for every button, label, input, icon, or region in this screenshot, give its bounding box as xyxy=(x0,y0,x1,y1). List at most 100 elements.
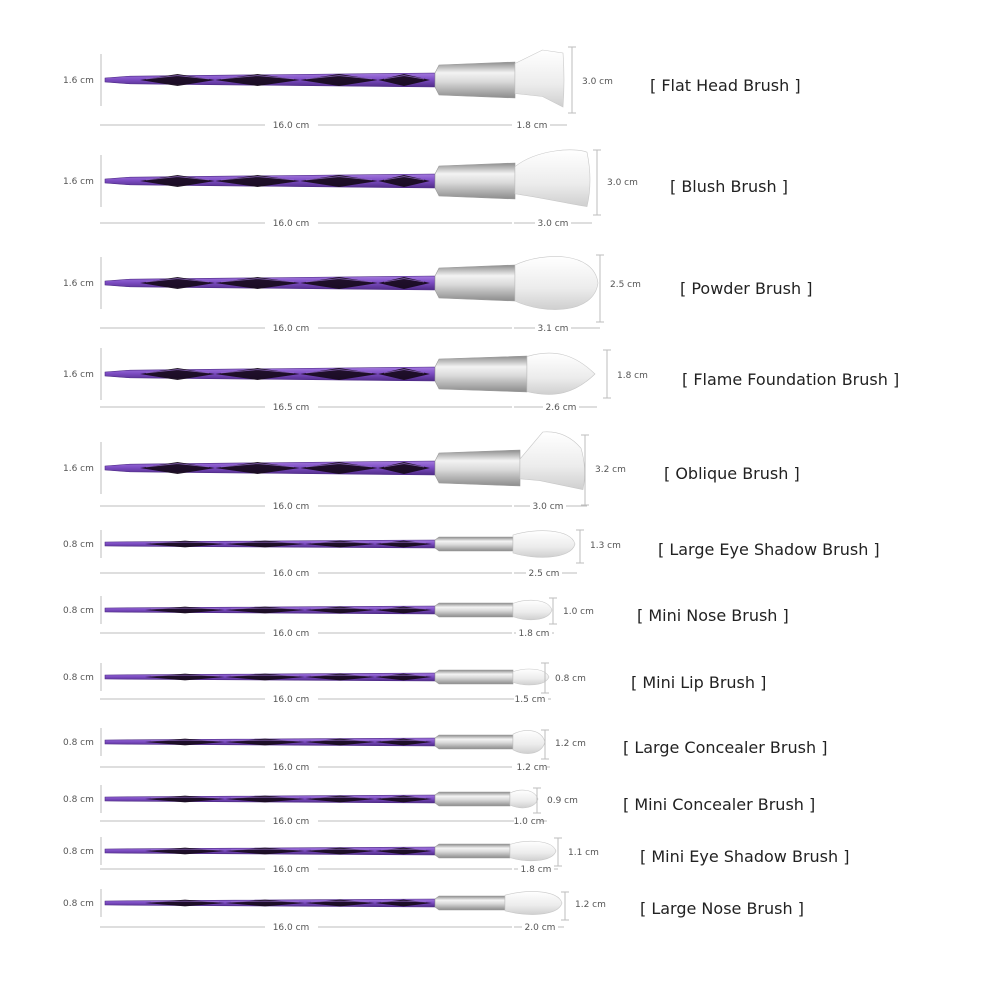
handle-highlight xyxy=(230,674,300,677)
handle-highlight xyxy=(310,796,370,799)
handle-highlight xyxy=(150,848,220,851)
handle-highlight xyxy=(230,900,300,903)
handle-highlight xyxy=(220,75,295,80)
handle-highlight xyxy=(305,463,373,468)
handle-highlight xyxy=(380,796,427,799)
brush-name: [ Flat Head Brush ] xyxy=(650,76,801,95)
handle-highlight xyxy=(305,278,373,283)
handle-highlight xyxy=(230,541,300,544)
handle-highlight xyxy=(220,463,295,468)
handle-highlight xyxy=(380,900,427,903)
brush-bristles xyxy=(514,49,565,108)
handle-facet xyxy=(140,462,215,474)
handle-highlight xyxy=(230,739,300,742)
handle-highlight xyxy=(305,75,373,80)
handle-facet xyxy=(300,74,378,86)
brush-ferrule xyxy=(434,264,516,302)
head-width-label: 1.0 cm xyxy=(563,607,594,617)
head-width-label: 1.1 cm xyxy=(568,848,599,858)
brush-ferrule xyxy=(434,669,514,685)
head-length-label: 1.8 cm xyxy=(519,629,550,639)
brush-bristles xyxy=(509,789,539,809)
head-width-label: 1.8 cm xyxy=(617,371,648,381)
handle-facet xyxy=(140,175,215,187)
handle-highlight xyxy=(383,463,425,468)
brush-name: [ Large Concealer Brush ] xyxy=(623,738,827,757)
brush-bristles xyxy=(512,599,553,621)
handle-highlight xyxy=(305,176,373,181)
handle-facet xyxy=(300,277,378,289)
diameter-label: 0.8 cm xyxy=(63,673,94,683)
handle-highlight xyxy=(383,75,425,80)
head-length-label: 3.0 cm xyxy=(533,502,564,512)
handle-facet xyxy=(215,175,300,187)
brush-name: [ Oblique Brush ] xyxy=(664,464,800,483)
head-width-label: 1.2 cm xyxy=(575,900,606,910)
brush-row xyxy=(100,149,601,224)
handle-facet xyxy=(378,74,430,86)
handle-facet xyxy=(215,74,300,86)
brush-row xyxy=(100,728,550,768)
brush-bristles xyxy=(504,891,563,915)
handle-highlight xyxy=(310,607,370,610)
head-width-label: 3.2 cm xyxy=(595,465,626,475)
handle-highlight xyxy=(150,674,220,677)
handle-facet xyxy=(140,368,215,380)
diameter-label: 0.8 cm xyxy=(63,738,94,748)
handle-facet xyxy=(300,462,378,474)
head-width-label: 1.2 cm xyxy=(555,739,586,749)
handle-highlight xyxy=(230,796,300,799)
brush-name: [ Mini Lip Brush ] xyxy=(631,673,766,692)
brush-ferrule xyxy=(434,536,514,552)
diameter-label: 0.8 cm xyxy=(63,847,94,857)
brush-ferrule xyxy=(434,602,514,618)
handle-facet xyxy=(215,368,300,380)
brush-bristles xyxy=(509,840,557,862)
diameter-label: 0.8 cm xyxy=(63,606,94,616)
handle-length-label: 16.0 cm xyxy=(273,923,310,933)
handle-highlight xyxy=(230,607,300,610)
handle-facet xyxy=(140,277,215,289)
brush-ferrule xyxy=(434,355,528,393)
brush-row xyxy=(100,785,547,822)
handle-length-label: 16.0 cm xyxy=(273,763,310,773)
brush-row xyxy=(100,431,589,507)
handle-highlight xyxy=(150,607,220,610)
handle-length-label: 16.0 cm xyxy=(273,865,310,875)
head-width-label: 3.0 cm xyxy=(582,77,613,87)
handle-highlight xyxy=(310,541,370,544)
diameter-label: 0.8 cm xyxy=(63,899,94,909)
handle-facet xyxy=(378,175,430,187)
brush-row xyxy=(100,889,569,928)
brush-bristles xyxy=(514,149,591,207)
brush-row xyxy=(100,529,584,574)
brush-ferrule xyxy=(434,791,511,807)
handle-highlight xyxy=(383,278,425,283)
handle-facet xyxy=(140,74,215,86)
handle-length-label: 16.0 cm xyxy=(273,324,310,334)
brush-row xyxy=(100,254,604,329)
head-width-label: 1.3 cm xyxy=(590,541,621,551)
handle-highlight xyxy=(310,848,370,851)
head-width-label: 0.9 cm xyxy=(547,796,578,806)
handle-length-label: 16.0 cm xyxy=(273,569,310,579)
diameter-label: 1.6 cm xyxy=(63,177,94,187)
handle-highlight xyxy=(380,739,427,742)
head-length-label: 2.0 cm xyxy=(525,923,556,933)
handle-highlight xyxy=(380,674,427,677)
head-width-label: 3.0 cm xyxy=(607,178,638,188)
handle-length-label: 16.0 cm xyxy=(273,695,310,705)
handle-highlight xyxy=(230,848,300,851)
head-length-label: 2.6 cm xyxy=(546,403,577,413)
handle-highlight xyxy=(305,369,373,374)
brush-name: [ Large Nose Brush ] xyxy=(640,899,804,918)
brush-ferrule xyxy=(434,734,514,750)
brush-name: [ Mini Eye Shadow Brush ] xyxy=(640,847,849,866)
handle-length-label: 16.0 cm xyxy=(273,121,310,131)
brush-name: [ Powder Brush ] xyxy=(680,279,812,298)
handle-facet xyxy=(378,368,430,380)
head-length-label: 3.1 cm xyxy=(538,324,569,334)
brush-name: [ Large Eye Shadow Brush ] xyxy=(658,540,880,559)
